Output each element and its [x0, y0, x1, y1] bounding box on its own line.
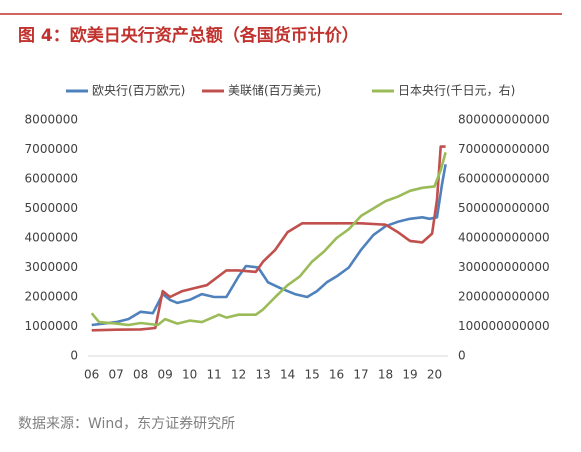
y-tick-label: 6000000	[25, 172, 78, 186]
x-tick-label: 18	[378, 368, 393, 382]
y-tick-label: 4000000	[25, 231, 78, 245]
x-tick-label: 11	[206, 368, 221, 382]
y2-tick-label: 200000000000	[458, 290, 550, 304]
x-tick-label: 09	[158, 368, 173, 382]
y-tick-label: 8000000	[25, 113, 78, 127]
x-tick-label: 06	[84, 368, 99, 382]
y-tick-label: 0	[70, 349, 78, 363]
x-tick-label: 20	[427, 368, 442, 382]
legend-label: 美联储(百万美元)	[228, 83, 321, 98]
x-tick-label: 16	[329, 368, 344, 382]
y2-tick-label: 700000000000	[458, 142, 550, 156]
y-tick-label: 2000000	[25, 290, 78, 304]
x-tick-label: 17	[353, 368, 368, 382]
x-tick-label: 15	[304, 368, 319, 382]
y2-tick-label: 600000000000	[458, 172, 550, 186]
series-line	[91, 145, 446, 332]
y2-tick-label: 400000000000	[458, 231, 550, 245]
y-tick-label: 1000000	[25, 319, 78, 333]
y-tick-label: 7000000	[25, 142, 78, 156]
legend-label: 欧央行(百万欧元)	[92, 84, 185, 98]
x-tick-label: 08	[133, 368, 148, 382]
x-tick-label: 10	[182, 368, 197, 382]
y2-tick-label: 100000000000	[458, 319, 550, 333]
y2-tick-label: 300000000000	[458, 260, 550, 274]
legend-label: 日本央行(千日元，右)	[398, 83, 515, 98]
x-tick-label: 13	[255, 368, 270, 382]
x-tick-label: 12	[231, 368, 246, 382]
y-tick-label: 3000000	[25, 260, 78, 274]
x-tick-label: 19	[402, 368, 417, 382]
y2-tick-label: 800000000000	[458, 113, 550, 127]
series-line	[91, 164, 447, 327]
series-line	[90, 152, 447, 327]
y-tick-label: 5000000	[25, 201, 78, 215]
x-tick-label: 07	[109, 368, 124, 382]
chart-title: 图 4：欧美日央行资产总额（各国货币计价）	[18, 25, 359, 46]
y2-tick-label: 500000000000	[458, 201, 550, 215]
source: 数据来源：Wind，东方证券研究所	[18, 416, 235, 432]
y2-tick-label: 0	[458, 349, 466, 363]
x-tick-label: 14	[280, 368, 295, 382]
